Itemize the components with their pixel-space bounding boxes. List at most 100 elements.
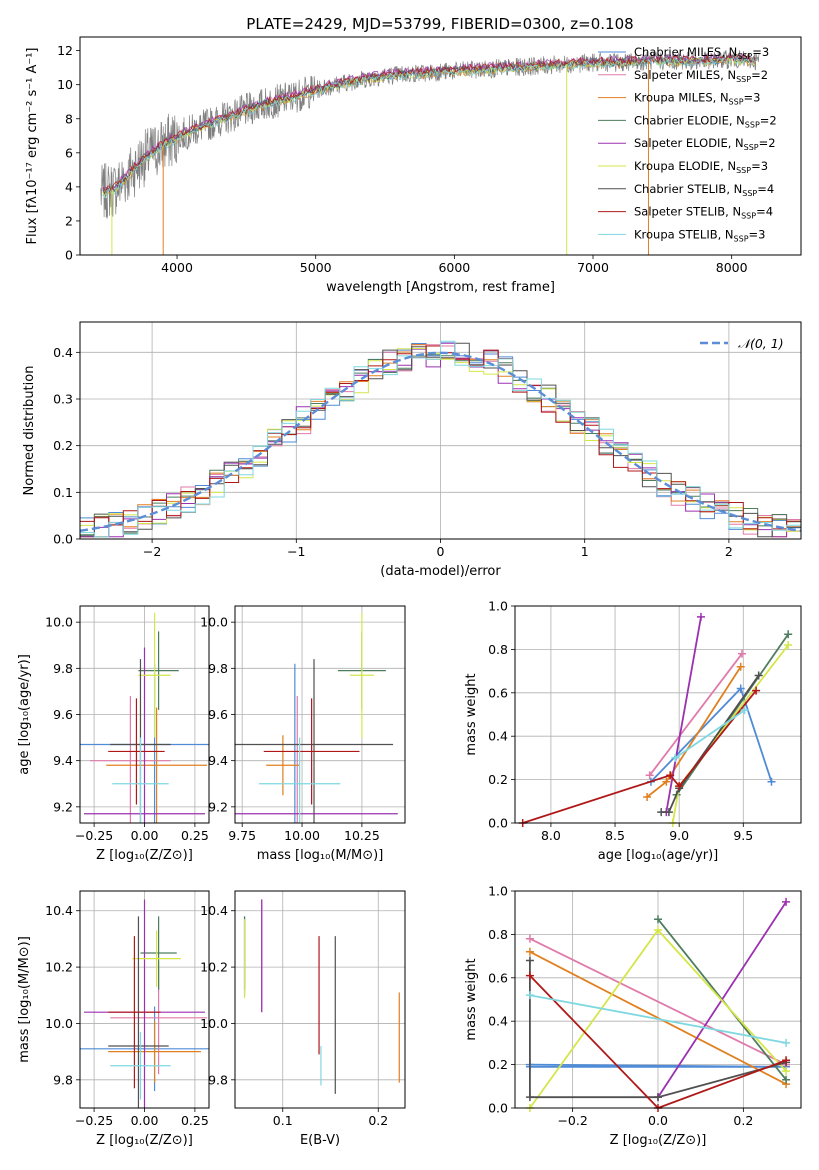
x-tick-label: 6000 [438, 260, 470, 275]
x-tick-label: 0.25 [181, 1113, 209, 1128]
spectrum-panel: 4000 5000 6000 7000 8000 0 2 4 6 8 10 12 wavelength … [25, 36, 802, 295]
x-tick-label: −1 [287, 544, 305, 559]
y-tick-label: 9.2 [208, 799, 228, 814]
weight-point-marker [782, 1056, 791, 1065]
x-tick-label: 0.2 [733, 1113, 753, 1128]
y-tick-label: 0.3 [53, 392, 73, 407]
legend-entry: Chabrier ELODIE, NSSP=2 [634, 113, 777, 129]
y-tick-label: 10.0 [45, 1016, 73, 1031]
legend-entry: Kroupa MILES, NSSP=3 [634, 91, 760, 107]
x-tick-label: 8.0 [541, 828, 561, 843]
weight-point-marker [782, 1038, 791, 1047]
error-bar-marker [138, 631, 179, 710]
y-tick-label: 9.6 [53, 707, 73, 722]
x-axis-label: E(B-V) [300, 1133, 340, 1148]
error-bar-marker [235, 659, 394, 823]
y-tick-label: 9.2 [53, 799, 73, 814]
y-tick-label: 0.8 [488, 642, 508, 657]
y-tick-label: 4 [65, 179, 73, 194]
y-tick-label: 9.8 [53, 1072, 73, 1087]
y-tick-label: 10.2 [45, 960, 73, 975]
weight-series-line [529, 937, 787, 1066]
weight-point-marker [736, 684, 745, 693]
weight-point-marker [654, 915, 662, 924]
axes-frame [79, 36, 802, 256]
weight-point-marker [696, 612, 705, 621]
y-tick-label: 10.0 [200, 1016, 228, 1031]
error-bar-marker [108, 698, 165, 805]
x-tick-label: 8000 [716, 260, 748, 275]
residual-histogram [80, 340, 801, 538]
y-tick-label: 8 [65, 111, 73, 126]
weight-vs-metallicity-panel: −0.2 0.0 0.2 0.0 0.2 0.4 0.6 0.8 1.0 Z [log₁₀(Z/Z… [464, 884, 802, 1148]
axes-frame [234, 605, 406, 824]
error-bar-marker [140, 916, 177, 990]
x-tick-label: −0.25 [75, 828, 113, 843]
y-tick-label: 9.6 [208, 707, 228, 722]
y-tick-label: 10.0 [45, 615, 73, 630]
weight-series-line [522, 690, 757, 823]
weight-point-marker [525, 947, 534, 956]
weight-series-line [648, 653, 743, 776]
axes-frame [79, 321, 802, 540]
y-tick-label: 1.0 [488, 884, 508, 899]
y-axis-label: mass weight [464, 673, 479, 755]
weight-series-line [665, 616, 702, 813]
y-tick-label: 0.4 [53, 345, 73, 360]
x-tick-label: 9.5 [733, 828, 753, 843]
y-tick-label: 2 [65, 213, 73, 228]
error-bar-marker [132, 930, 181, 987]
y-tick-label: 10.0 [200, 615, 228, 630]
weight-point-marker [740, 706, 749, 715]
weight-point-marker [525, 971, 534, 980]
x-axis-label: mass [log₁₀(M/M⊙)] [257, 848, 384, 863]
axes-frame [234, 890, 406, 1109]
x-tick-label: 0.00 [131, 1113, 159, 1128]
y-tick-label: 0 [65, 248, 73, 263]
model-spectrum-line [102, 53, 756, 193]
error-bar-marker [108, 916, 169, 1108]
weight-series-line [529, 951, 787, 1085]
error-bar-marker [349, 612, 374, 738]
y-tick-label: 0.4 [488, 1014, 508, 1029]
x-axis-label: Z [log₁₀(Z/Z⊙)] [96, 1133, 193, 1148]
x-tick-label: 0.0 [648, 1113, 668, 1128]
weight-series-line [650, 686, 773, 783]
weight-vs-age-panel: 8.0 8.5 9.0 9.5 0.0 0.2 0.4 0.6 0.8 1.0 age [log₁₀… [464, 599, 802, 863]
axes-frame [514, 605, 802, 824]
y-tick-label: 9.4 [208, 753, 228, 768]
error-bar-marker [108, 1020, 201, 1083]
x-axis-label: age [log₁₀(age/yr)] [598, 848, 719, 863]
weight-series-line [671, 644, 789, 823]
weight-point-marker [525, 1093, 534, 1102]
weight-point-marker [675, 782, 684, 791]
y-tick-label: 10.4 [45, 903, 73, 918]
error-bar-marker [106, 707, 207, 823]
model-spectrum-line [102, 55, 756, 195]
y-axis-label: mass [log₁₀(M/M⊙)] [17, 936, 32, 1063]
normal-reference-curve [79, 351, 802, 532]
residuals-panel: −2 −1 0 1 2 0.0 0.1 0.2 0.3 0.4 (data-model)/error… [22, 321, 802, 579]
weight-series-line [529, 974, 787, 1108]
weight-series-line [529, 994, 787, 1044]
weight-point-marker [782, 1075, 791, 1084]
x-tick-label: −0.2 [557, 1113, 587, 1128]
y-tick-label: 0.2 [53, 438, 73, 453]
weight-point-marker [671, 753, 680, 762]
figure-title: PLATE=2429, MJD=53799, FIBERID=0300, z=0… [246, 15, 633, 33]
weight-point-marker [664, 808, 673, 817]
x-tick-label: 0.2 [368, 1113, 388, 1128]
x-tick-label: 7000 [577, 260, 609, 275]
weight-point-marker [738, 649, 747, 658]
weight-point-marker [752, 686, 761, 695]
y-axis-label: Flux [fλ10⁻¹⁷ erg cm⁻² s⁻¹ A⁻¹] [25, 48, 40, 245]
weight-point-marker [525, 934, 534, 943]
error-bar-marker [112, 737, 169, 823]
legend-entry: Chabrier STELIB, NSSP=4 [634, 182, 774, 198]
legend-entry: Salpeter ELODIE, NSSP=2 [634, 136, 776, 152]
x-tick-label: 10.00 [284, 828, 320, 843]
weight-point-marker [782, 897, 791, 906]
axes-frame [514, 890, 802, 1109]
error-bar-marker [84, 647, 205, 823]
y-tick-label: 0.0 [488, 816, 508, 831]
